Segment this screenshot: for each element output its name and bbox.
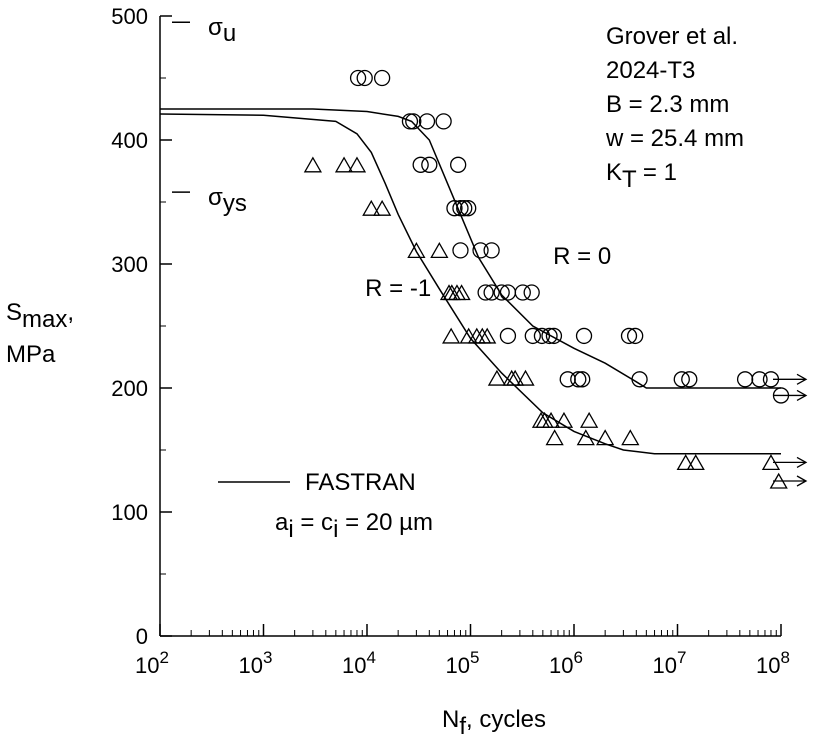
triangle-point bbox=[596, 429, 615, 446]
triangle-point bbox=[541, 411, 561, 428]
triangle-point bbox=[676, 454, 695, 471]
y-axis-label: Smax, bbox=[6, 299, 74, 333]
y-tick-label: 100 bbox=[111, 500, 148, 525]
triangle-point bbox=[580, 411, 599, 428]
x-axis-label: Nf, cycles bbox=[442, 706, 546, 740]
circle-point bbox=[477, 284, 494, 301]
circle-point bbox=[524, 327, 541, 345]
circle-point bbox=[405, 113, 422, 130]
x-tick-label: 102 bbox=[135, 648, 169, 678]
fit-curve bbox=[159, 113, 781, 455]
runout-arrowhead bbox=[796, 456, 808, 468]
y-tick-label: 200 bbox=[111, 376, 148, 401]
info-line: w = 25.4 mm bbox=[605, 125, 744, 152]
circle-point bbox=[514, 284, 531, 301]
y-tick-label: 400 bbox=[111, 128, 148, 153]
circle-point bbox=[452, 242, 469, 259]
circle-point bbox=[533, 327, 551, 345]
info-line: Grover et al. bbox=[606, 23, 738, 50]
circle-point bbox=[356, 69, 373, 87]
info-line: B = 2.3 mm bbox=[606, 91, 729, 118]
triangle-point bbox=[452, 284, 471, 301]
x-tick-label: 103 bbox=[239, 648, 273, 678]
runout-arrowhead bbox=[796, 475, 808, 487]
fit-curves bbox=[159, 108, 781, 455]
triangle-point bbox=[430, 242, 449, 259]
triangle-point bbox=[516, 369, 535, 386]
circle-point bbox=[681, 371, 698, 388]
x-tick-label: 107 bbox=[653, 648, 687, 678]
circle-point bbox=[435, 113, 452, 130]
stress-marker-label: σu bbox=[208, 14, 236, 47]
x-tick-label: 106 bbox=[549, 648, 583, 678]
circle-point bbox=[452, 200, 469, 217]
y-tick-label: 300 bbox=[111, 252, 148, 277]
circle-point bbox=[627, 327, 644, 345]
circle-point bbox=[751, 371, 768, 388]
x-tick-label: 104 bbox=[342, 648, 376, 678]
triangle-point bbox=[686, 454, 705, 471]
y-axis-label-unit: MPa bbox=[6, 341, 56, 368]
fit-curve bbox=[160, 108, 781, 389]
triangle-point bbox=[347, 156, 367, 173]
triangle-point bbox=[362, 199, 381, 216]
circle-point bbox=[412, 156, 429, 173]
stress-marker-label: σys bbox=[208, 184, 247, 217]
circle-point bbox=[574, 371, 591, 388]
circle-point bbox=[421, 156, 438, 173]
circle-point bbox=[460, 200, 477, 217]
circle-point bbox=[545, 327, 563, 345]
y-tick-label: 500 bbox=[111, 4, 148, 29]
triangle-point bbox=[478, 327, 497, 344]
curve-label: R = 0 bbox=[553, 243, 611, 270]
x-tick-label: 105 bbox=[446, 648, 480, 678]
circle-point bbox=[493, 284, 510, 301]
curve-label: R = -1 bbox=[365, 275, 431, 302]
circle-point bbox=[736, 371, 754, 388]
triangle-point bbox=[334, 156, 354, 173]
circle-point bbox=[472, 242, 489, 259]
triangle-point bbox=[467, 327, 486, 344]
triangle-point bbox=[554, 411, 574, 428]
runout-arrowhead bbox=[796, 389, 808, 402]
circle-point bbox=[450, 156, 467, 173]
circle-point bbox=[446, 200, 463, 217]
triangle-point bbox=[373, 199, 392, 216]
circle-point bbox=[499, 284, 517, 301]
circle-point bbox=[418, 113, 436, 130]
triangle-point bbox=[621, 429, 640, 446]
triangle-point bbox=[407, 242, 426, 259]
info-line: KT = 1 bbox=[606, 159, 677, 193]
legend-label: FASTRAN bbox=[305, 469, 416, 496]
triangle-point bbox=[442, 327, 461, 344]
circle-point bbox=[456, 200, 473, 217]
info-line: 2024-T3 bbox=[606, 57, 695, 84]
circle-point bbox=[575, 327, 593, 345]
circle-point bbox=[483, 242, 500, 259]
circle-point bbox=[620, 327, 638, 345]
triangle-point bbox=[576, 429, 595, 446]
legend-note: ai = ci = 20 µm bbox=[275, 509, 433, 543]
circle-point bbox=[499, 327, 517, 345]
x-tick-label: 108 bbox=[756, 648, 790, 678]
circle-point bbox=[373, 69, 391, 87]
chart-labels: σu σys Nf, cycles Smax, MPa Grover et al. 2024… bbox=[6, 14, 744, 740]
y-tick-label: 0 bbox=[136, 624, 148, 649]
circle-point bbox=[483, 284, 500, 301]
circle-point bbox=[523, 284, 540, 301]
circle-point bbox=[541, 327, 558, 345]
axes: 102 103 104 105 106 107 108 0 100 200 300 400 500 bbox=[111, 4, 790, 678]
triangle-point bbox=[303, 156, 323, 173]
circle-point bbox=[349, 69, 367, 87]
circle-point bbox=[673, 371, 690, 388]
circle-point bbox=[631, 371, 648, 388]
data-markers bbox=[303, 69, 808, 489]
circle-point bbox=[570, 371, 587, 388]
triangle-point bbox=[487, 369, 507, 386]
triangle-point bbox=[545, 429, 564, 446]
triangle-point bbox=[506, 369, 525, 386]
circle-point bbox=[401, 113, 419, 130]
runout-arrowhead bbox=[796, 373, 808, 385]
